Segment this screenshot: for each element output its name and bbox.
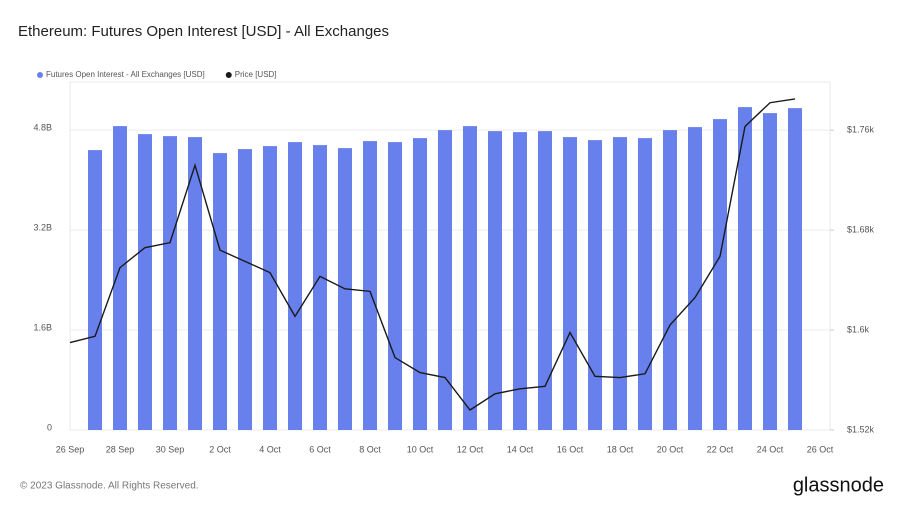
bar (613, 137, 627, 430)
bar (238, 149, 252, 430)
x-tick-label: 2 Oct (209, 444, 231, 454)
bar (263, 146, 277, 430)
x-tick-label: 26 Sep (56, 444, 85, 454)
x-tick-label: 12 Oct (457, 444, 484, 454)
bar (563, 137, 577, 430)
y-tick-label: 0 (47, 422, 52, 432)
bar (213, 153, 227, 430)
x-tick-label: 24 Oct (757, 444, 784, 454)
legend-marker (37, 72, 43, 78)
footer: © 2023 Glassnode. All Rights Reserved. (20, 481, 199, 492)
y2-tick-label: $1.68k (847, 225, 875, 235)
bar (113, 126, 127, 430)
bar (663, 130, 677, 430)
chart-title: Ethereum: Futures Open Interest [USD] - … (18, 23, 389, 40)
bar (163, 136, 177, 430)
x-tick-label: 14 Oct (507, 444, 534, 454)
bar (388, 142, 402, 431)
x-tick-label: 28 Sep (106, 444, 135, 454)
legend-marker (225, 72, 232, 78)
legend-label: Futures Open Interest - All Exchanges [U… (46, 70, 205, 79)
bar (588, 140, 602, 430)
bar (513, 132, 527, 430)
x-tick-label: 30 Sep (156, 444, 185, 454)
bar (538, 131, 552, 430)
bar (488, 131, 502, 430)
y2-tick-label: $1.76k (847, 125, 875, 135)
x-tick-label: 4 Oct (259, 444, 281, 454)
bar (638, 138, 652, 430)
bar (313, 145, 327, 430)
bar (713, 119, 727, 431)
bar (363, 141, 377, 431)
bar (463, 126, 477, 430)
bar (738, 107, 752, 431)
x-tick-label: 10 Oct (407, 444, 434, 454)
bar (88, 150, 102, 431)
y2-tick-label: $1.52k (847, 424, 875, 434)
legend-label: Price [USD] (235, 70, 277, 79)
x-tick-label: 20 Oct (657, 444, 684, 454)
x-tick-label: 6 Oct (309, 444, 331, 454)
bar (288, 142, 302, 431)
logo: glassnode (793, 474, 884, 496)
bar (788, 108, 802, 431)
bar (688, 127, 702, 430)
bar (188, 137, 202, 430)
x-tick-label: 26 Oct (807, 444, 834, 454)
x-tick-label: 16 Oct (557, 444, 584, 454)
x-tick-label: 8 Oct (359, 444, 381, 454)
x-tick-label: 18 Oct (607, 444, 634, 454)
bar (413, 138, 427, 430)
bar (763, 113, 777, 430)
bar (138, 134, 152, 431)
price-line (69, 98, 796, 411)
y-tick-label: 3.2B (33, 222, 52, 232)
y-tick-label: 1.6B (33, 322, 52, 332)
x-tick-label: 22 Oct (707, 444, 734, 454)
bar (438, 130, 452, 430)
y2-tick-label: $1.6k (847, 324, 870, 334)
y-tick-label: 4.8B (33, 122, 52, 132)
